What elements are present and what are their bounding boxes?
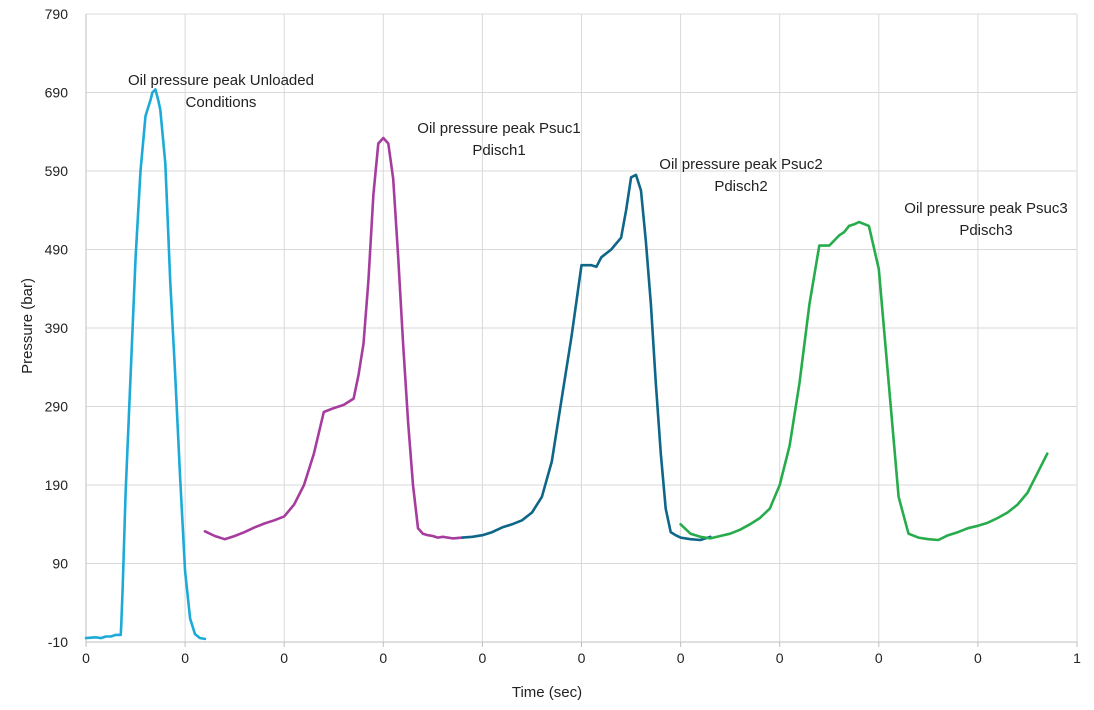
series-line-1: [84, 88, 207, 641]
y-tick-label: 590: [45, 163, 69, 179]
x-tick-label: 0: [677, 650, 685, 666]
annotation-line: Pdisch1: [472, 142, 525, 159]
annotation-psuc1: Oil pressure peak Psuc1 Pdisch1: [417, 120, 580, 159]
annotation-line: Oil pressure peak Psuc1: [417, 120, 580, 137]
x-tick-label: 0: [181, 650, 189, 666]
x-axis-title: Time (sec): [512, 684, 582, 701]
series-line-4: [679, 220, 1049, 542]
x-tick-label: 0: [379, 650, 387, 666]
annotation-line: Oil pressure peak Psuc2: [659, 156, 822, 173]
x-tick-label: 0: [280, 650, 288, 666]
y-tick-label: 190: [45, 477, 69, 493]
annotation-unloaded: Oil pressure peak Unloaded Conditions: [128, 72, 314, 111]
y-tick-label: 90: [52, 556, 68, 572]
x-tick-label: 0: [776, 650, 784, 666]
y-tick-label: 390: [45, 320, 69, 336]
series-lines: [84, 88, 1049, 641]
annotation-psuc2: Oil pressure peak Psuc2 Pdisch2: [659, 156, 822, 195]
y-tick-label: -10: [48, 634, 68, 650]
annotation-line: Oil pressure peak Psuc3: [904, 200, 1067, 217]
annotation-line: Pdisch3: [959, 222, 1012, 239]
x-tick-label: 0: [974, 650, 982, 666]
annotation-psuc3: Oil pressure peak Psuc3 Pdisch3: [904, 200, 1067, 239]
x-tick-label: 0: [578, 650, 586, 666]
y-tick-label: 790: [45, 6, 69, 22]
y-tick-label: 490: [45, 242, 69, 258]
axes: [85, 14, 1078, 647]
y-tick-label: 290: [45, 399, 69, 415]
tick-labels: -10 90 190 290 390 490 590 690 790 0 0 0 0 0 0 0 0 0 0 1: [45, 6, 1081, 666]
x-tick-label: 0: [479, 650, 487, 666]
x-tick-label: 0: [875, 650, 883, 666]
annotation-line: Pdisch2: [714, 178, 767, 195]
annotation-line: Oil pressure peak Unloaded: [128, 72, 314, 89]
series-line-2: [203, 136, 464, 541]
x-tick-label: 1: [1073, 650, 1081, 666]
y-axis-title: Pressure (bar): [19, 278, 36, 374]
annotation-line: Conditions: [186, 94, 257, 111]
series-line-3: [461, 173, 712, 542]
x-tick-label: 0: [82, 650, 90, 666]
y-tick-label: 690: [45, 85, 69, 101]
